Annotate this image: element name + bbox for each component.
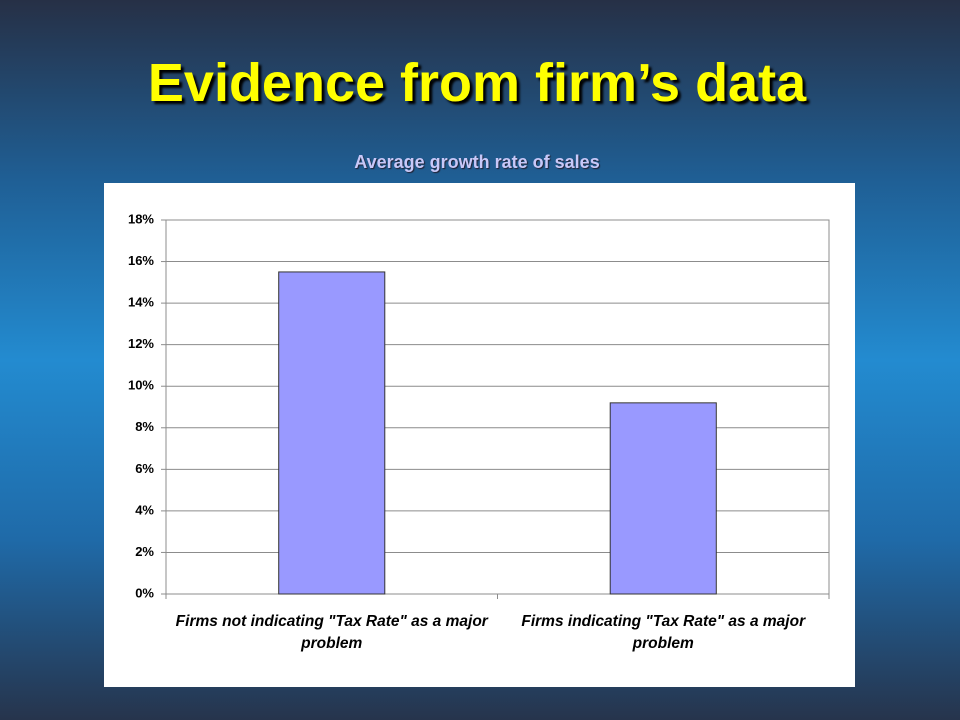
y-tick-label: 6% [135,461,154,476]
y-tick-label: 0% [135,585,154,600]
chart: 0% 2% 4% 6% 8% 10% 12% 14% 16% 18% [128,211,830,600]
y-tick-label: 4% [135,502,154,517]
y-tick-label: 12% [128,336,154,351]
y-tick-label: 16% [128,253,154,268]
x-tick-label: Firms indicating "Tax Rate" as a major p… [521,613,806,652]
chart-subtitle: Average growth rate of sales [354,152,600,172]
x-tick-label: Firms not indicating "Tax Rate" as a maj… [175,613,488,652]
plot-border [165,219,830,595]
y-tick-label: 8% [135,419,154,434]
slide-title: Evidence from firm’s data [147,53,807,113]
y-tick-label: 18% [128,211,154,226]
y-tick-label: 10% [128,378,154,393]
y-tick-label: 2% [135,544,154,559]
bar [278,271,386,595]
chart-panel: 0% 2% 4% 6% 8% 10% 12% 14% 16% 18% Firms not indi… [104,183,855,687]
bar [609,402,717,595]
y-tick-label: 14% [128,295,154,310]
